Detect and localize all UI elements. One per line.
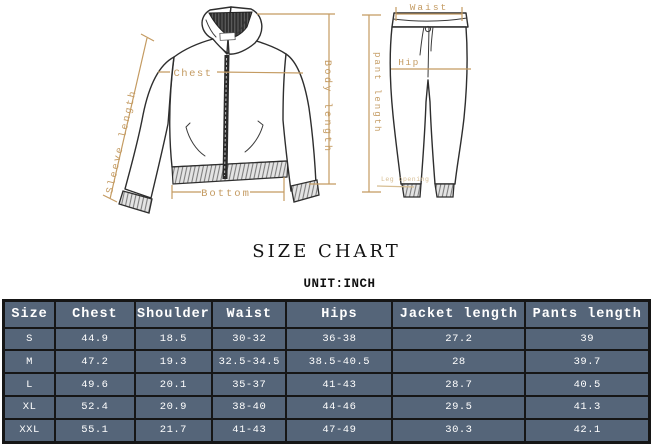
col-header-size: Size: [2, 299, 57, 329]
size-cell: XL: [2, 394, 57, 420]
hips-cell: 44-46: [285, 394, 394, 420]
table-row-l: L 49.6 20.1 35-37 41-43 28.7 40.5: [2, 372, 651, 397]
shoulder-cell: 20.1: [133, 372, 214, 397]
chest-cell: 44.9: [54, 326, 136, 352]
size-table-container: Size Chest Shoulder Waist Hips Jacket le…: [2, 299, 651, 444]
jacket-length-cell: 28.7: [391, 372, 527, 397]
chest-line: [158, 71, 304, 74]
pants-length-cell: 42.1: [524, 417, 651, 444]
jacket-length-cell: 28: [391, 349, 527, 375]
jacket-zipper-teeth: [224, 57, 228, 177]
col-header-pants-length: Pants length: [524, 299, 651, 329]
pants-length-cell: 39: [524, 326, 651, 352]
shoulder-cell: 18.5: [133, 326, 214, 352]
jacket-length-cell: 29.5: [391, 394, 527, 420]
pants-drawstring-right: [430, 26, 434, 52]
col-header-chest: Chest: [54, 299, 136, 329]
col-header-shoulder: Shoulder: [133, 299, 214, 329]
pants-length-cell: 39.7: [524, 349, 651, 375]
bottom-line: [171, 177, 285, 201]
sleeve-length-line: [102, 33, 155, 203]
col-header-waist: Waist: [211, 299, 288, 329]
pants-waistband: [391, 12, 469, 28]
size-cell: XXL: [2, 417, 57, 444]
waist-label: Waist: [410, 2, 449, 13]
pants-waistband-seam: [392, 17, 468, 22]
pants-drawstring-left: [419, 26, 425, 56]
jacket-hem-band: [171, 160, 289, 185]
shoulder-cell: 21.7: [133, 417, 214, 444]
body-length-label: Body length: [321, 60, 333, 154]
bottom-label: Bottom: [201, 188, 251, 200]
table-row-xxl: XXL 55.1 21.7 41-43 47-49 30.3 42.1: [2, 417, 651, 444]
pants-legs: [389, 26, 468, 185]
jacket-length-cell: 30.3: [391, 417, 527, 444]
waist-cell: 41-43: [211, 417, 288, 444]
size-cell: M: [2, 349, 57, 375]
hips-cell: 38.5-40.5: [285, 349, 394, 375]
waist-cell: 38-40: [211, 394, 288, 420]
hips-cell: 41-43: [285, 372, 394, 397]
jacket-left-sleeve: [124, 56, 175, 199]
pants-annotations: Waist Hip pant length Leg opening: [362, 2, 471, 193]
waist-cell: 35-37: [211, 372, 288, 397]
leg-opening-line: [376, 185, 415, 188]
page-title: SIZE CHART: [252, 241, 401, 262]
jacket-hood-fold-left: [205, 19, 217, 38]
pants-right-ankle-cuff: [434, 183, 455, 198]
pant-length-label: pant length: [372, 52, 382, 133]
pants-length-cell: 40.5: [524, 372, 651, 397]
chest-label: Chest: [173, 68, 212, 80]
leg-opening-label: Leg opening: [381, 176, 429, 183]
waist-line: [395, 7, 463, 21]
col-header-hips: Hips: [285, 299, 394, 329]
jacket-neck-tag: [219, 32, 236, 41]
shoulder-cell: 20.9: [133, 394, 214, 420]
waist-cell: 32.5-34.5: [211, 349, 288, 375]
table-row-xl: XL 52.4 20.9 38-40 44-46 29.5 41.3: [2, 394, 651, 420]
jacket-right-sleeve: [282, 53, 317, 192]
measurement-diagram: Sleeve length Chest Body length Bottom W…: [102, 2, 471, 214]
table-header-row: Size Chest Shoulder Waist Hips Jacket le…: [2, 299, 651, 329]
pants-left-ankle-cuff: [401, 183, 422, 198]
jacket-body: [169, 36, 291, 168]
jacket-right-pocket: [244, 120, 264, 153]
size-table: Size Chest Shoulder Waist Hips Jacket le…: [2, 299, 651, 444]
table-row-s: S 44.9 18.5 30-32 36-38 27.2 39: [2, 326, 651, 352]
hips-cell: 36-38: [285, 326, 394, 352]
jacket-right-cuff: [290, 179, 320, 203]
size-cell: L: [2, 372, 57, 397]
pants-length-cell: 41.3: [524, 394, 651, 420]
waist-cell: 30-32: [211, 326, 288, 352]
pants-drawing: [389, 12, 469, 198]
size-cell: S: [2, 326, 57, 352]
garment-diagram-svg: Sleeve length Chest Body length Bottom W…: [102, 2, 471, 214]
pants-drawstring-knot: [424, 25, 432, 33]
shoulder-cell: 19.3: [133, 349, 214, 375]
chest-cell: 47.2: [54, 349, 136, 375]
hips-cell: 47-49: [285, 417, 394, 444]
col-header-jacket-length: Jacket length: [391, 299, 527, 329]
jacket-left-pocket: [185, 122, 206, 157]
body-length-line: [257, 13, 336, 185]
chest-cell: 49.6: [54, 372, 136, 397]
unit-label: UNIT:INCH: [303, 277, 376, 291]
pant-length-line: [362, 14, 381, 193]
jacket-hood-fold-right: [234, 18, 247, 37]
chest-cell: 52.4: [54, 394, 136, 420]
jacket-left-cuff: [118, 190, 153, 214]
table-row-m: M 47.2 19.3 32.5-34.5 38.5-40.5 28 39.7: [2, 349, 651, 375]
jacket-length-cell: 27.2: [391, 326, 527, 352]
chest-cell: 55.1: [54, 417, 136, 444]
jacket-drawing: [118, 6, 320, 214]
hip-label: Hip: [398, 57, 420, 68]
